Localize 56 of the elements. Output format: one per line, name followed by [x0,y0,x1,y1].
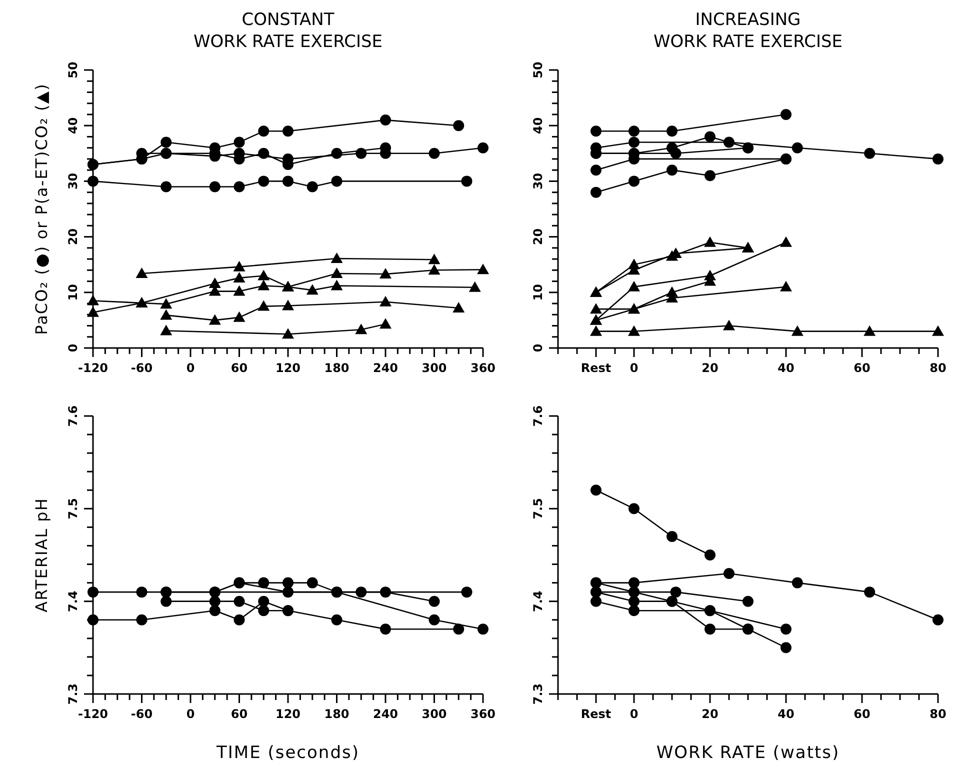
y-tick-label: 7.4 [531,590,545,612]
y-tick-label: 7.4 [66,590,80,612]
x-tick-label: 60 [230,361,248,375]
x-tick-label: 60 [230,707,248,721]
y-tick-label: 10 [66,284,80,301]
x-tick-label: -60 [130,707,153,721]
x-tick-label: 80 [930,361,946,375]
x-tick-label: Rest [580,361,612,375]
y-tick-label: 7.5 [66,498,80,520]
x-tick-label: 40 [778,361,794,375]
x-tick-label: 0 [186,707,195,721]
y-tick-label: 50 [531,62,545,78]
y-tick-label: 0 [531,344,545,352]
y-tick-label: 10 [531,284,545,301]
x-axis-title: TIME (seconds) [216,743,360,763]
x-tick-label: 360 [470,361,496,375]
x-tick-label: 60 [854,361,870,375]
x-tick-label: -120 [78,707,108,721]
y-tick-label: 7.5 [531,498,545,520]
x-tick-label: 120 [275,361,301,375]
x-tick-label: -120 [78,361,108,375]
x-axis-title: WORK RATE (watts) [656,743,840,763]
x-tick-label: 120 [275,707,301,721]
x-tick-label: 300 [422,707,447,721]
x-tick-label: 20 [702,707,718,721]
x-tick-label: 240 [372,361,398,375]
y-tick-label: 40 [531,117,545,134]
chart-title: INCREASING WORK RATE EXERCISE [653,10,843,52]
y-tick-label: 7.6 [531,405,545,427]
y-tick-label: 7.3 [531,683,545,705]
chart-title: CONSTANT WORK RATE EXERCISE [193,10,383,52]
y-tick-label: 40 [66,117,80,134]
y-axis-title: PaCO₂ (●) or P(a-ET)CO₂ (▲) [32,83,51,335]
y-tick-label: 20 [531,228,545,246]
y-tick-label: 7.3 [66,683,80,705]
x-tick-label: -60 [130,361,153,375]
x-tick-label: 240 [372,707,398,721]
x-tick-label: 180 [324,361,350,375]
x-tick-label: 180 [324,707,350,721]
y-tick-label: 7.6 [66,405,80,427]
y-tick-label: 30 [66,172,80,190]
x-tick-label: 20 [702,361,718,375]
y-tick-label: 0 [66,344,80,352]
x-tick-label: 0 [630,707,638,721]
x-tick-label: 300 [422,361,447,375]
x-tick-label: 60 [854,707,870,721]
y-axis-title: ARTERIAL pH [32,498,51,612]
x-tick-label: 80 [930,707,946,721]
x-tick-label: 0 [186,361,195,375]
x-tick-label: 0 [630,361,638,375]
x-tick-label: Rest [580,707,612,721]
y-tick-label: 50 [66,62,80,78]
y-tick-label: 30 [531,172,545,190]
x-tick-label: 360 [470,707,496,721]
y-tick-label: 20 [66,228,80,246]
x-tick-label: 40 [778,707,794,721]
